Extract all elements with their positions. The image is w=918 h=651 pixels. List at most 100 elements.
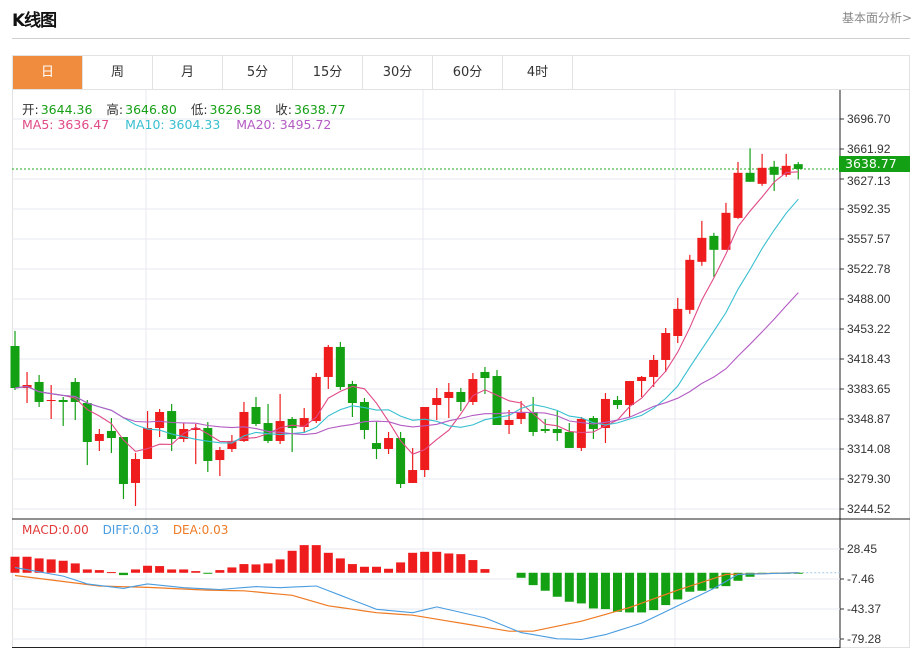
tab-4hour[interactable]: 4时	[503, 56, 573, 89]
macd-bar	[625, 572, 635, 613]
macd-bar	[661, 572, 671, 606]
candle-body	[637, 376, 647, 382]
candle-body	[372, 443, 381, 449]
macd-bar	[552, 572, 562, 597]
candle-body	[70, 381, 80, 402]
candle-body	[275, 421, 285, 441]
macd-bar	[372, 566, 381, 573]
macd-bar	[215, 570, 225, 573]
ma5-legend: MA5: 3636.47	[22, 117, 110, 132]
fundamental-analysis-link[interactable]: 基本面分析>	[841, 11, 912, 25]
macd-y-tick-label: -7.46	[847, 572, 875, 586]
y-tick-label: 3592.35	[847, 202, 891, 216]
tab-day[interactable]: 日	[13, 56, 83, 89]
dea-legend: DEA:0.03	[172, 523, 229, 537]
candle-body	[191, 428, 201, 431]
y-tick-label: 3279.30	[847, 472, 891, 486]
ma10-line	[14, 198, 799, 444]
candle-body	[94, 433, 104, 441]
divider	[12, 38, 910, 39]
macd-bar	[709, 572, 719, 589]
candle-body	[444, 391, 454, 399]
candle-body	[600, 398, 610, 429]
macd-bar	[58, 560, 68, 573]
macd-bar	[227, 567, 237, 573]
candle-body	[335, 346, 345, 387]
open-label: 开:	[22, 102, 39, 117]
candle-body	[347, 383, 357, 404]
low-label: 低:	[190, 102, 208, 117]
macd-bar	[22, 556, 32, 573]
candle-body	[564, 431, 574, 448]
diff-legend: DIFF:0.03	[102, 523, 159, 537]
macd-bar	[733, 572, 743, 581]
macd-bar	[82, 569, 92, 573]
candle-body	[323, 346, 333, 377]
low-value: 3626.58	[209, 102, 262, 117]
macd-bar	[420, 551, 430, 573]
candle-body	[769, 166, 779, 175]
tab-60min[interactable]: 60分	[433, 56, 503, 89]
macd-bar	[685, 572, 695, 592]
candle-body	[673, 308, 683, 337]
macd-bar	[528, 572, 538, 586]
macd-legend: MACD:0.00	[22, 523, 89, 537]
tab-month[interactable]: 月	[153, 56, 223, 89]
macd-y-tick-label: 28.45	[847, 542, 877, 556]
candle-body	[504, 420, 514, 426]
candle-body	[82, 403, 92, 443]
macd-bar	[721, 572, 731, 587]
macd-bar	[588, 572, 598, 609]
diff-line	[14, 567, 799, 641]
macd-bar	[239, 564, 249, 573]
macd-bar	[251, 564, 261, 573]
macd-bar	[745, 572, 755, 577]
candle-body	[793, 164, 803, 169]
macd-bar	[516, 572, 526, 578]
candle-body	[227, 440, 237, 449]
macd-bar	[155, 566, 165, 573]
candle-body	[757, 167, 767, 184]
candle-body	[480, 371, 490, 379]
macd-bar	[456, 554, 466, 573]
candle-body	[420, 406, 430, 471]
candle-body	[263, 423, 273, 441]
tab-15min[interactable]: 15分	[293, 56, 363, 89]
candle-body	[709, 235, 719, 250]
tab-week[interactable]: 周	[83, 56, 153, 89]
y-tick-label: 3314.08	[847, 442, 891, 456]
open-value: 3644.36	[40, 102, 93, 117]
macd-bar	[468, 560, 478, 573]
candle-body	[625, 381, 635, 406]
macd-bar	[408, 552, 418, 573]
macd-bar	[359, 566, 369, 573]
candle-body	[408, 470, 418, 483]
macd-bar	[673, 572, 683, 600]
candle-body	[432, 398, 442, 406]
y-tick-label: 3557.57	[847, 232, 891, 246]
macd-bar	[396, 562, 406, 573]
candle-body	[131, 458, 140, 483]
macd-bar	[179, 569, 189, 573]
tab-30min[interactable]: 30分	[363, 56, 433, 89]
macd-bar	[600, 572, 610, 610]
candle-body	[359, 401, 369, 431]
macd-bar	[335, 558, 345, 573]
candle-body	[721, 212, 731, 250]
candle-body	[528, 411, 538, 432]
macd-bar	[34, 558, 44, 573]
candle-body	[468, 379, 478, 402]
macd-bar	[70, 563, 80, 573]
candle-body	[697, 237, 707, 262]
macd-bar	[299, 545, 309, 573]
ma-info: MA5: 3636.47 MA10: 3604.33 MA20: 3495.72	[22, 117, 333, 132]
y-tick-label: 3244.52	[847, 502, 891, 516]
y-tick-label: 3696.70	[847, 112, 891, 126]
macd-bar	[143, 565, 153, 573]
tab-5min[interactable]: 5分	[223, 56, 293, 89]
candle-body	[576, 418, 586, 448]
candle-body	[745, 172, 755, 182]
candle-body	[384, 438, 394, 449]
candle-body	[685, 259, 695, 310]
